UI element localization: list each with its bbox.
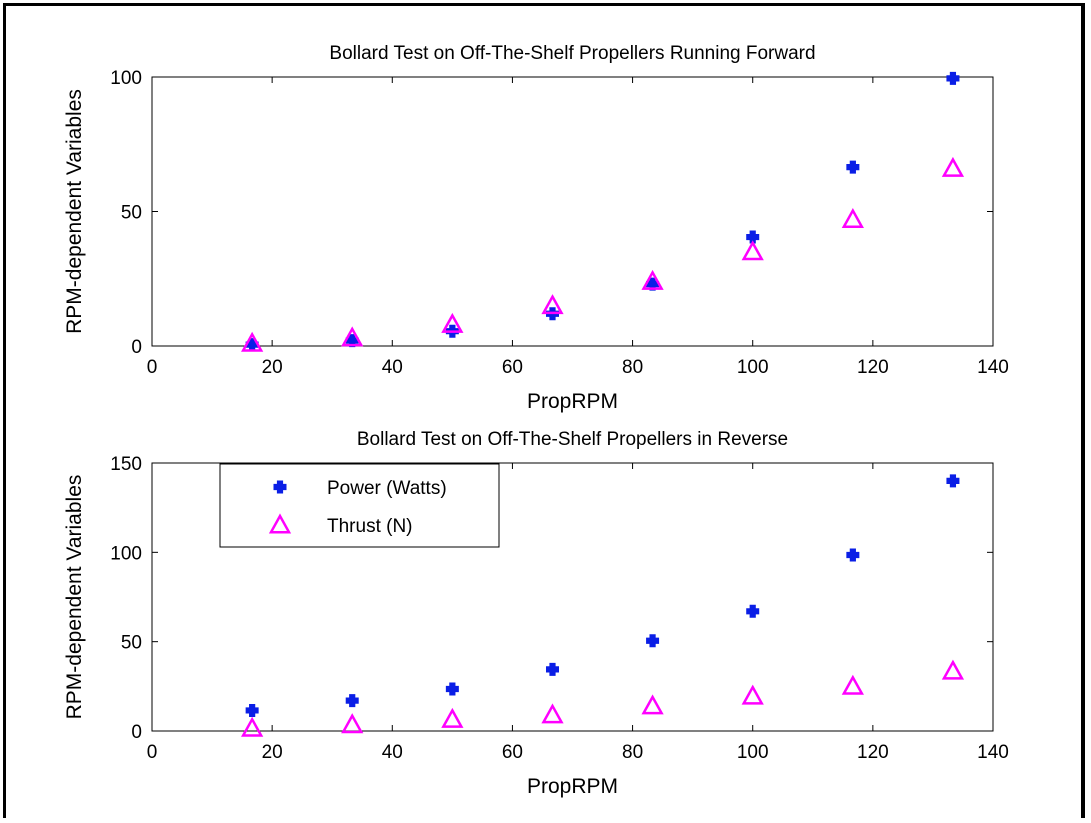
- legend-thrust-marker: [268, 513, 292, 534]
- x-tick-label: 120: [857, 357, 889, 378]
- x-tick-label: 0: [147, 357, 158, 378]
- x-tick-label: 60: [502, 742, 523, 763]
- x-tick-label: 100: [737, 357, 769, 378]
- thrust-point: [541, 294, 564, 315]
- power-point: [946, 474, 960, 488]
- y-tick-label: 0: [131, 722, 142, 743]
- figure-frame: [3, 3, 1085, 818]
- legend-power-marker: [273, 480, 287, 494]
- series-power: [245, 474, 960, 717]
- chart-title: Bollard Test on Off-The-Shelf Propellers…: [329, 43, 815, 64]
- power-point: [746, 230, 760, 244]
- thrust-point: [241, 716, 264, 737]
- thrust-point: [741, 240, 764, 261]
- thrust-point: [241, 331, 264, 352]
- x-tick-label: 140: [977, 357, 1009, 378]
- legend-label: Power (Watts): [327, 478, 447, 499]
- thrust-point: [941, 659, 965, 680]
- x-tick-label: 40: [382, 742, 403, 763]
- x-axis-label: PropRPM: [527, 775, 618, 798]
- y-axis-label: RPM-dependent Variables: [63, 89, 86, 334]
- power-point: [445, 682, 459, 696]
- thrust-point: [341, 326, 364, 347]
- thrust-point: [641, 269, 664, 290]
- y-tick-label: 100: [110, 543, 142, 564]
- x-tick-label: 140: [977, 742, 1009, 763]
- power-point: [846, 160, 860, 174]
- power-point: [746, 604, 760, 618]
- x-tick-label: 20: [262, 357, 283, 378]
- chart-title: Bollard Test on Off-The-Shelf Propellers…: [357, 429, 788, 450]
- power-point: [946, 71, 960, 85]
- plot-area: [151, 462, 994, 732]
- power-point: [345, 694, 359, 708]
- y-tick-label: 0: [131, 337, 142, 358]
- thrust-point: [641, 694, 664, 715]
- y-tick-label: 100: [110, 68, 142, 89]
- chart-1: Bollard Test on Off-The-Shelf Propellers…: [63, 43, 1009, 413]
- legend-label: Thrust (N): [327, 516, 413, 537]
- thrust-point: [841, 207, 864, 229]
- x-tick-label: 0: [147, 742, 158, 763]
- thrust-point: [441, 707, 464, 728]
- y-axis-label: RPM-dependent Variables: [63, 475, 86, 720]
- y-tick-label: 50: [121, 203, 142, 224]
- power-point: [846, 548, 860, 562]
- x-tick-label: 40: [382, 357, 403, 378]
- thrust-point: [941, 156, 965, 177]
- thrust-point: [841, 674, 864, 695]
- y-tick-label: 50: [121, 633, 142, 654]
- x-tick-label: 20: [262, 742, 283, 763]
- power-point: [646, 634, 660, 648]
- series-thrust: [241, 156, 965, 352]
- power-point: [245, 703, 259, 717]
- power-point: [545, 662, 559, 676]
- x-tick-label: 100: [737, 742, 769, 763]
- x-tick-label: 60: [502, 357, 523, 378]
- x-axis-label: PropRPM: [527, 390, 618, 413]
- chart-2: Bollard Test on Off-The-Shelf Propellers…: [63, 429, 1009, 798]
- thrust-point: [341, 713, 364, 734]
- legend-box: [219, 463, 500, 548]
- x-tick-label: 80: [622, 742, 643, 763]
- legend: Power (Watts) Thrust (N): [219, 463, 500, 548]
- x-tick-label: 120: [857, 742, 889, 763]
- thrust-point: [541, 703, 564, 724]
- x-tick-label: 80: [622, 357, 643, 378]
- plot-area: [151, 76, 994, 347]
- y-tick-label: 150: [110, 454, 142, 475]
- series-thrust: [241, 659, 965, 737]
- thrust-point: [741, 684, 764, 705]
- thrust-point: [441, 312, 464, 333]
